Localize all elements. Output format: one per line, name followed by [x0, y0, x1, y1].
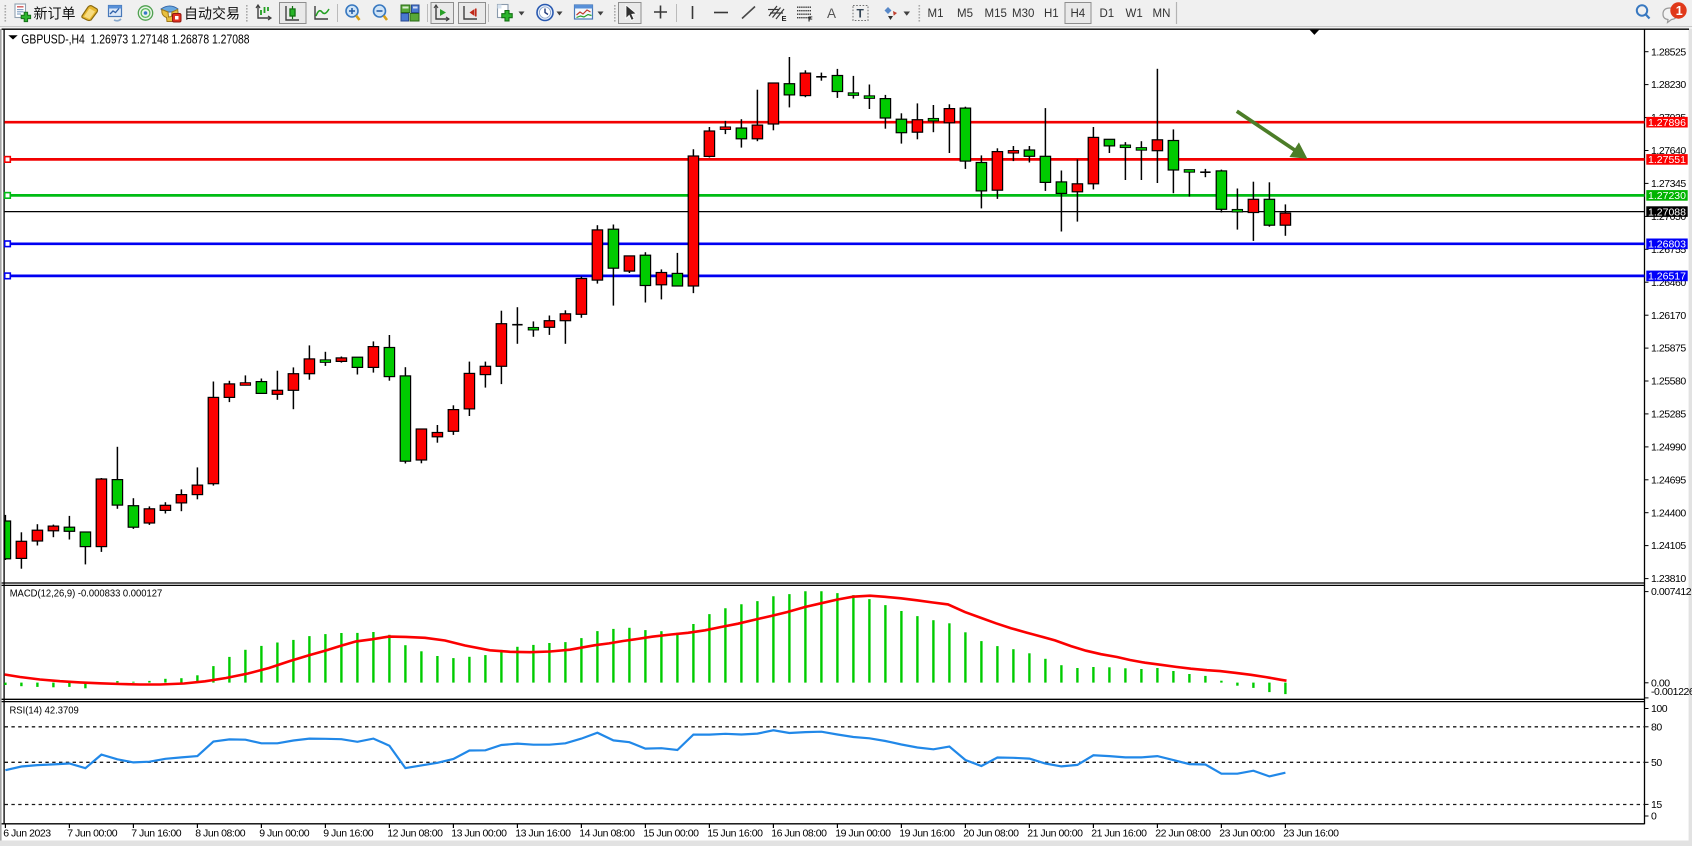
svg-text:1.23810: 1.23810: [1651, 573, 1686, 585]
svg-text:RSI(14) 42.3709: RSI(14) 42.3709: [10, 705, 80, 717]
svg-text:1.26803: 1.26803: [1648, 239, 1686, 251]
svg-text:A: A: [827, 6, 836, 21]
svg-text:15: 15: [1651, 799, 1662, 811]
svg-text:13 Jun 00:00: 13 Jun 00:00: [451, 828, 507, 840]
svg-text:1.25875: 1.25875: [1651, 343, 1686, 355]
svg-text:21 Jun 16:00: 21 Jun 16:00: [1091, 828, 1147, 840]
svg-text:H4: H4: [1071, 8, 1086, 20]
svg-text:1.25580: 1.25580: [1651, 376, 1686, 388]
svg-text:22 Jun 08:00: 22 Jun 08:00: [1155, 828, 1211, 840]
svg-text:14 Jun 08:00: 14 Jun 08:00: [579, 828, 635, 840]
svg-text:0: 0: [1651, 811, 1657, 823]
svg-text:F: F: [808, 15, 813, 24]
svg-text:1.26517: 1.26517: [1648, 271, 1686, 283]
svg-text:M15: M15: [985, 8, 1007, 20]
svg-text:H1: H1: [1044, 8, 1059, 20]
svg-text:M30: M30: [1012, 8, 1034, 20]
svg-text:-0.001226: -0.001226: [1651, 686, 1692, 698]
svg-text:1.27551: 1.27551: [1648, 154, 1686, 166]
svg-text:D1: D1: [1100, 8, 1115, 20]
svg-text:1: 1: [1676, 4, 1683, 18]
svg-text:MN: MN: [1153, 8, 1171, 20]
svg-text:50: 50: [1651, 757, 1662, 769]
svg-text:GBPUSD-,H4 1.26973 1.27148 1.: GBPUSD-,H4 1.26973 1.27148 1.26878 1.270…: [21, 32, 250, 46]
svg-text:8 Jun 08:00: 8 Jun 08:00: [195, 828, 246, 840]
svg-text:0.00: 0.00: [1651, 677, 1670, 689]
svg-text:12 Jun 08:00: 12 Jun 08:00: [387, 828, 443, 840]
svg-text:15 Jun 16:00: 15 Jun 16:00: [707, 828, 763, 840]
svg-text:1.27230: 1.27230: [1648, 190, 1686, 202]
svg-text:6 Jun 2023: 6 Jun 2023: [3, 828, 51, 840]
svg-text:9 Jun 16:00: 9 Jun 16:00: [323, 828, 374, 840]
svg-text:1.26170: 1.26170: [1651, 310, 1686, 322]
svg-text:1.24400: 1.24400: [1651, 507, 1686, 519]
svg-text:7 Jun 16:00: 7 Jun 16:00: [131, 828, 182, 840]
svg-text:新订单: 新订单: [34, 6, 76, 22]
svg-text:15 Jun 00:00: 15 Jun 00:00: [643, 828, 699, 840]
svg-text:1.28525: 1.28525: [1651, 46, 1686, 58]
svg-text:E: E: [782, 14, 787, 23]
svg-text:自动交易: 自动交易: [184, 6, 240, 22]
svg-text:21 Jun 00:00: 21 Jun 00:00: [1027, 828, 1083, 840]
svg-text:100: 100: [1651, 703, 1668, 715]
svg-text:19 Jun 16:00: 19 Jun 16:00: [899, 828, 955, 840]
svg-text:80: 80: [1651, 721, 1662, 733]
svg-text:W1: W1: [1126, 8, 1143, 20]
svg-text:T: T: [857, 7, 865, 21]
svg-text:1.24105: 1.24105: [1651, 540, 1686, 552]
svg-text:1.24695: 1.24695: [1651, 474, 1686, 486]
svg-text:23 Jun 16:00: 23 Jun 16:00: [1283, 828, 1339, 840]
svg-text:1.25285: 1.25285: [1651, 409, 1686, 421]
svg-text:7 Jun 00:00: 7 Jun 00:00: [67, 828, 118, 840]
svg-text:19 Jun 00:00: 19 Jun 00:00: [835, 828, 891, 840]
svg-text:9 Jun 00:00: 9 Jun 00:00: [259, 828, 310, 840]
svg-text:0.007412: 0.007412: [1651, 586, 1692, 598]
svg-text:M1: M1: [928, 8, 944, 20]
svg-text:MACD(12,26,9) -0.000833 0.0001: MACD(12,26,9) -0.000833 0.000127: [10, 588, 163, 600]
svg-text:1.28230: 1.28230: [1651, 79, 1686, 91]
svg-text:1.27896: 1.27896: [1648, 117, 1686, 129]
svg-text:23 Jun 00:00: 23 Jun 00:00: [1219, 828, 1275, 840]
svg-text:1.24990: 1.24990: [1651, 442, 1686, 454]
svg-text:M5: M5: [957, 8, 973, 20]
svg-text:13 Jun 16:00: 13 Jun 16:00: [515, 828, 571, 840]
svg-text:1.27345: 1.27345: [1651, 178, 1686, 190]
svg-text:16 Jun 08:00: 16 Jun 08:00: [771, 828, 827, 840]
svg-text:20 Jun 08:00: 20 Jun 08:00: [963, 828, 1019, 840]
svg-text:1.27088: 1.27088: [1648, 206, 1686, 218]
